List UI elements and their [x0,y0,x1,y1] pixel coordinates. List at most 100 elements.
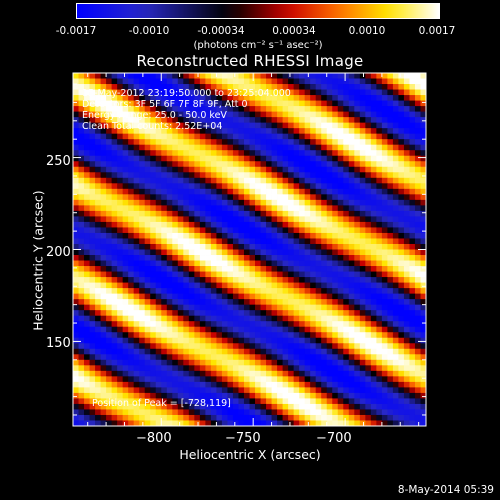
heatmap-cell [106,310,113,317]
heatmap-cell [150,183,157,190]
heatmap-cell [210,122,217,129]
heatmap-cell [183,232,190,239]
heatmap-cell [78,227,85,234]
heatmap-cell [188,365,195,372]
heatmap-cell [271,266,278,272]
heatmap-cell [277,420,283,427]
heatmap-cell [381,409,388,416]
heatmap-cell [100,288,107,295]
heatmap-cell [95,282,101,289]
heatmap-cell [227,150,234,157]
heatmap-cell [150,359,157,366]
heatmap-cell [255,299,261,306]
heatmap-cell [194,409,201,416]
heatmap-cell [348,172,355,179]
heatmap-cell [277,161,283,168]
heatmap-cell [249,403,256,410]
heatmap-cell [337,150,344,157]
heatmap-cell [238,288,245,295]
heatmap-cell [321,216,328,223]
heatmap-cell [332,293,339,300]
heatmap-cell [205,100,212,107]
heatmap-cell [155,293,162,300]
heatmap-cell [106,221,113,228]
heatmap-cell [381,128,388,135]
heatmap-cell [299,398,306,405]
heatmap-cell [255,321,261,328]
heatmap-cell [370,354,377,361]
heatmap-cell [392,282,399,289]
heatmap-cell [299,73,306,79]
heatmap-cell [260,216,267,223]
heatmap-cell [232,177,239,184]
heatmap-cell [122,227,129,234]
heatmap-cell [249,177,256,184]
heatmap-cell [260,348,267,355]
heatmap-cell [243,128,250,135]
heatmap-cell [221,205,228,212]
heatmap-cell [111,354,118,361]
heatmap-cell [354,100,361,107]
heatmap-cell [111,117,118,124]
heatmap-cell [288,387,295,394]
heatmap-cell [139,260,146,267]
heatmap-cell [326,266,333,272]
heatmap-cell [337,177,344,184]
heatmap-cell [238,199,245,206]
heatmap-cell [128,304,135,311]
heatmap-cell [122,282,129,289]
heatmap-cell [177,304,184,311]
heatmap-cell [293,392,300,399]
heatmap-cell [227,370,234,377]
heatmap-cell [161,398,168,405]
heatmap-cell [216,84,223,90]
heatmap-cell [348,392,355,399]
heatmap-cell [288,403,295,410]
heatmap-cell [282,266,289,272]
heatmap-cell [177,155,184,162]
heatmap-cell [398,205,405,212]
heatmap-cell [288,139,295,146]
heatmap-cell [414,111,421,118]
heatmap-cell [122,166,129,173]
heatmap-cell [414,194,421,201]
heatmap-cell [266,326,272,333]
heatmap-cell [282,111,289,118]
heatmap-cell [210,144,217,151]
heatmap-cell [78,243,85,250]
heatmap-cell [150,238,157,245]
heatmap-cell [106,288,113,295]
heatmap-cell [376,288,383,295]
heatmap-cell [354,199,361,206]
heatmap-cell [387,155,394,162]
heatmap-cell [89,255,96,261]
heatmap-cell [150,354,157,361]
heatmap-cell [216,117,223,124]
heatmap-cell [227,354,234,361]
heatmap-cell [227,282,234,289]
heatmap-cell [260,188,267,195]
heatmap-cell [216,414,223,421]
heatmap-cell [144,95,151,101]
heatmap-cell [381,332,388,339]
heatmap-cell [381,343,388,350]
heatmap-cell [332,89,339,96]
heatmap-cell [249,359,256,366]
heatmap-cell [177,106,184,113]
heatmap-cell [282,139,289,146]
heatmap-cell [337,277,344,283]
heatmap-cell [387,354,394,361]
heatmap-cell [194,414,201,421]
heatmap-cell [95,398,101,405]
heatmap-cell [354,238,361,245]
heatmap-cell [271,221,278,228]
heatmap-cell [376,122,383,129]
heatmap-cell [398,409,405,416]
heatmap-cell [249,266,256,272]
heatmap-cell [172,359,179,366]
heatmap-cell [337,282,344,289]
heatmap-cell [205,183,212,190]
heatmap-cell [106,293,113,300]
heatmap-cell [343,299,350,306]
heatmap-cell [133,150,140,157]
